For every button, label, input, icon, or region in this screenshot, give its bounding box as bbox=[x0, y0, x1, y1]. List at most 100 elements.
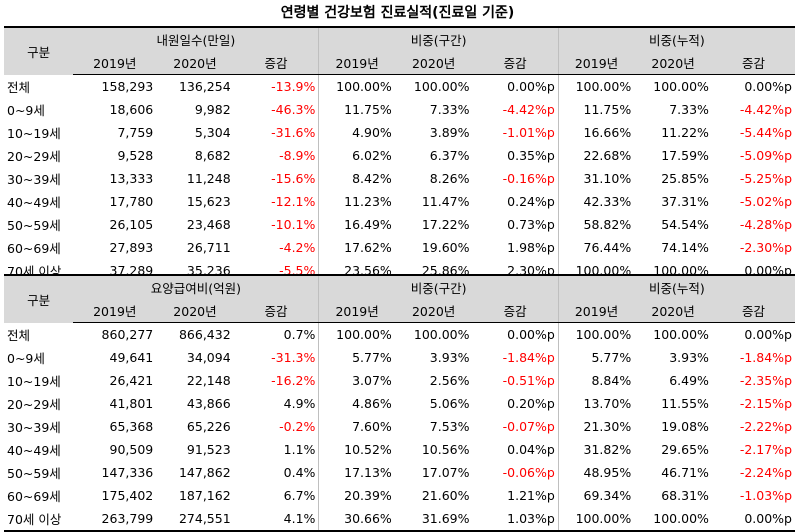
table-cell: 65,368 bbox=[109, 419, 154, 434]
table-row: 30~39세 13,333 11,248 -15.6% 8.42% 8.26% -0.16%… bbox=[4, 167, 795, 190]
table-cell: -12.1% bbox=[271, 194, 316, 209]
table-cell: 26,711 bbox=[186, 240, 231, 255]
table-row: 0~9세 18,606 9,982 -46.3% 11.75% 7.33% -4.42%p 1… bbox=[4, 98, 795, 121]
table-cell: -0.07%p bbox=[502, 419, 555, 434]
table-row: 20~29세 9,528 8,682 -8.9% 6.02% 6.37% 0.35%p 22.… bbox=[4, 144, 795, 167]
row-label: 0~9세 bbox=[7, 103, 45, 118]
table-cell: 17.13% bbox=[318, 461, 395, 484]
table-cell: -0.16%p bbox=[502, 171, 555, 186]
table-cell: 0.24%p bbox=[507, 194, 555, 209]
table-cell: -2.30%p bbox=[739, 240, 792, 255]
table-row: 0~9세 49,641 34,094 -31.3% 5.77% 3.93% -1.84%p 5… bbox=[4, 346, 795, 369]
table-cell: 158,293 bbox=[101, 79, 154, 94]
sub-header: 증감 bbox=[233, 299, 319, 323]
table-cell: 0.20%p bbox=[507, 396, 555, 411]
table-cell: 16.66% bbox=[557, 121, 635, 144]
row-label: 50~59세 bbox=[7, 466, 61, 481]
table-cell: -8.9% bbox=[279, 148, 316, 163]
table-cell: 100.00% bbox=[557, 74, 635, 98]
row-label: 60~69세 bbox=[7, 489, 61, 504]
table-cell: 16.49% bbox=[318, 213, 395, 236]
table-cell: 11.22% bbox=[661, 125, 709, 140]
sub-header: 증감 bbox=[472, 51, 559, 75]
table-cell: 17.07% bbox=[421, 465, 470, 480]
table-cell: 0.73%p bbox=[507, 217, 555, 232]
row-label: 20~29세 bbox=[7, 397, 61, 412]
table-cell: 13.70% bbox=[557, 392, 635, 415]
table-cell: -1.84%p bbox=[739, 350, 792, 365]
table-cell: 22,148 bbox=[186, 373, 231, 388]
table-cell: -4.2% bbox=[279, 240, 316, 255]
table-cell: 19.60% bbox=[421, 240, 470, 255]
table-cell: 58.82% bbox=[557, 213, 635, 236]
table-cell: 147,862 bbox=[178, 465, 231, 480]
table-cell: -1.84%p bbox=[502, 350, 555, 365]
table-cell: 31.82% bbox=[557, 438, 635, 461]
table-cell: 11.75% bbox=[557, 98, 635, 121]
row-label: 50~59세 bbox=[7, 218, 61, 233]
table-cell: 10.52% bbox=[318, 438, 395, 461]
sub-header: 증감 bbox=[711, 299, 795, 323]
row-header-label: 구분 bbox=[4, 274, 74, 323]
table-cell: 26,421 bbox=[109, 373, 154, 388]
table-cell: 4.86% bbox=[318, 392, 395, 415]
table-sub-header-row: 2019년 2020년 증감 2019년 2020년 증감 2019년 2020… bbox=[4, 299, 795, 323]
table-cell: 2.56% bbox=[429, 373, 470, 388]
group-header-visits: 내원일수(만일) bbox=[73, 26, 319, 51]
table-cell: -10.1% bbox=[271, 217, 316, 232]
table-row: 40~49세 17,780 15,623 -12.1% 11.23% 11.47% 0.24… bbox=[4, 190, 795, 213]
row-label: 30~39세 bbox=[7, 172, 61, 187]
table-cell: 65,226 bbox=[186, 419, 231, 434]
table-cell: 0.35%p bbox=[507, 148, 555, 163]
table-row: 50~59세 147,336 147,862 0.4% 17.13% 17.07% -0.0… bbox=[4, 461, 795, 484]
table-cell: 37.31% bbox=[661, 194, 709, 209]
table-cell: -1.03%p bbox=[739, 488, 792, 503]
table-cell: 0.7% bbox=[283, 327, 316, 342]
table-cell: 6.37% bbox=[429, 148, 470, 163]
table-cell: 26,105 bbox=[109, 217, 154, 232]
table-cell: 17.59% bbox=[661, 148, 709, 163]
table-cell: 17.22% bbox=[421, 217, 470, 232]
table-cell: 100.00% bbox=[318, 74, 395, 98]
table-cell: 136,254 bbox=[178, 79, 231, 94]
table-cell: 4.90% bbox=[318, 121, 395, 144]
table-row: 30~39세 65,368 65,226 -0.2% 7.60% 7.53% -0.07%p… bbox=[4, 415, 795, 438]
table-cell: 1.21%p bbox=[507, 488, 555, 503]
group-header-share-interval: 비중(구간) bbox=[318, 26, 559, 51]
table-cell: 866,432 bbox=[178, 327, 231, 342]
table-cell: 0.00%p bbox=[507, 327, 555, 342]
row-label: 전체 bbox=[7, 327, 31, 343]
table-cell: 69.34% bbox=[557, 484, 635, 507]
table-cell: -2.35%p bbox=[739, 373, 792, 388]
table-cell: 31.10% bbox=[557, 167, 635, 190]
table-cell: 3.93% bbox=[429, 350, 470, 365]
table-cell: 100.00% bbox=[413, 327, 470, 342]
table-cell: 100.00% bbox=[413, 79, 470, 94]
table-row: 10~19세 7,759 5,304 -31.6% 4.90% 3.89% -1.01%p 1… bbox=[4, 121, 795, 144]
table-cell: 42.33% bbox=[557, 190, 635, 213]
sub-header: 2020년 bbox=[634, 299, 712, 323]
sub-header: 2019년 bbox=[73, 299, 157, 323]
table-cell: 25.85% bbox=[661, 171, 709, 186]
table-cell: 175,402 bbox=[101, 488, 154, 503]
table-sub-header-row: 2019년 2020년 증감 2019년 2020년 증감 2019년 2020… bbox=[4, 51, 795, 75]
table-cell: 19.08% bbox=[661, 419, 709, 434]
table-row: 50~59세 26,105 23,468 -10.1% 16.49% 17.22% 0.73… bbox=[4, 213, 795, 236]
table-cell: 3.93% bbox=[669, 350, 709, 365]
table-group-header-row: 구분 내원일수(만일) 비중(구간) 비중(누적) bbox=[4, 26, 795, 75]
table-cell: 100.00% bbox=[318, 322, 395, 346]
table-cell: 3.89% bbox=[429, 125, 470, 140]
table-cell: 7.33% bbox=[669, 102, 709, 117]
sub-header: 2020년 bbox=[156, 299, 234, 323]
table-cell: -31.3% bbox=[271, 350, 316, 365]
table-cell: 21.60% bbox=[421, 488, 470, 503]
table-cell: 31.69% bbox=[394, 507, 473, 532]
table-cell: -16.2% bbox=[271, 373, 316, 388]
table-cell: 100.00% bbox=[653, 79, 709, 94]
visits-table-body: 전체 158,293 136,254 -13.9% 100.00% 100.00% 0.00… bbox=[4, 74, 795, 284]
row-label: 40~49세 bbox=[7, 195, 61, 210]
sub-header: 2019년 bbox=[318, 51, 395, 75]
table-cell: -5.25%p bbox=[739, 171, 792, 186]
sub-header: 2020년 bbox=[156, 51, 234, 75]
table-cell: 0.00%p bbox=[744, 79, 792, 94]
